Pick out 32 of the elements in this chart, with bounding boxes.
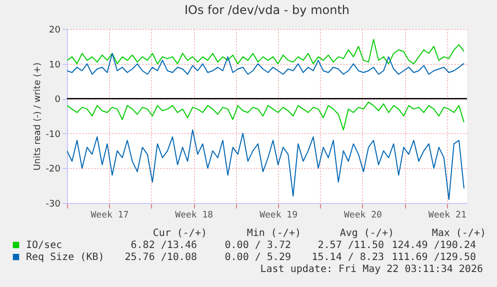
y-tick-label: -30: [46, 200, 61, 210]
line-series: [67, 38, 464, 64]
text: 0.00 / 3.72: [224, 240, 291, 251]
text: Last update: Fri May 22 03:11:34 2026: [260, 264, 483, 275]
text: Min (-/+): [246, 228, 301, 239]
y-tick-label: -10: [46, 130, 61, 140]
text: Cur (-/+): [152, 228, 207, 239]
line-series: [67, 102, 464, 130]
text: 6.82 /13.46: [130, 240, 197, 251]
x-tick-label: Week 19: [260, 210, 298, 220]
y-tick-label: -20: [46, 164, 61, 175]
text: Avg (-/+): [340, 228, 394, 239]
y-tick-label: 0: [54, 95, 61, 106]
legend-label: Req Size (KB): [26, 252, 104, 263]
text: 2.57 /11.50: [318, 240, 384, 251]
x-tick-label: Week 20: [344, 210, 382, 220]
chart-title: IOs for /dev/vda - by month: [184, 3, 350, 17]
x-tick-label: Week 17: [90, 210, 129, 220]
text: 25.76 /10.08: [124, 252, 197, 263]
y-tick-label: 20: [49, 26, 61, 36]
text: 111.69 /129.50: [392, 252, 476, 263]
line-series: [67, 52, 464, 75]
x-tick-label: Week 21: [428, 210, 466, 220]
x-tick-label: Week 18: [175, 210, 214, 220]
text: 124.49 /190.24: [392, 240, 476, 251]
text: 15.14 / 8.23: [312, 252, 384, 263]
y-axis-title: Units read (-) / write (+): [32, 62, 43, 171]
text: 0.00 / 5.29: [224, 252, 291, 263]
text: Max (-/+): [432, 228, 486, 239]
line-series: [67, 129, 464, 200]
y-tick-label: 10: [49, 60, 61, 70]
legend-label: IO/sec: [26, 240, 62, 251]
